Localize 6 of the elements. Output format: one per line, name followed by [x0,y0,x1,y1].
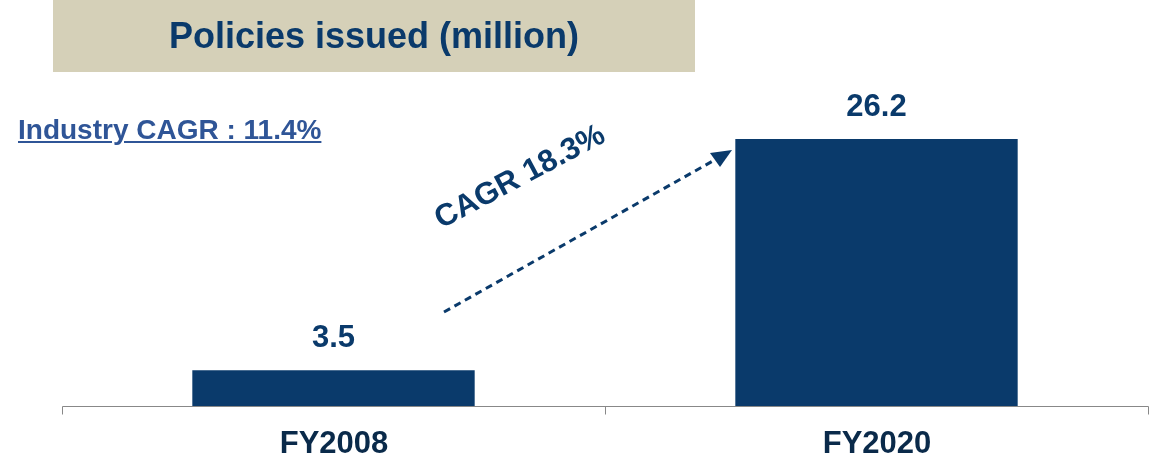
chart-title: Policies issued (million) [53,0,695,72]
x-tick-label: FY2008 [279,424,389,460]
data-label: 3.5 [311,319,356,355]
data-label: 26.2 [846,88,907,123]
annotation: Industry CAGR : 11.4% [18,114,322,146]
x-tick-label: FY2020 [822,424,932,460]
